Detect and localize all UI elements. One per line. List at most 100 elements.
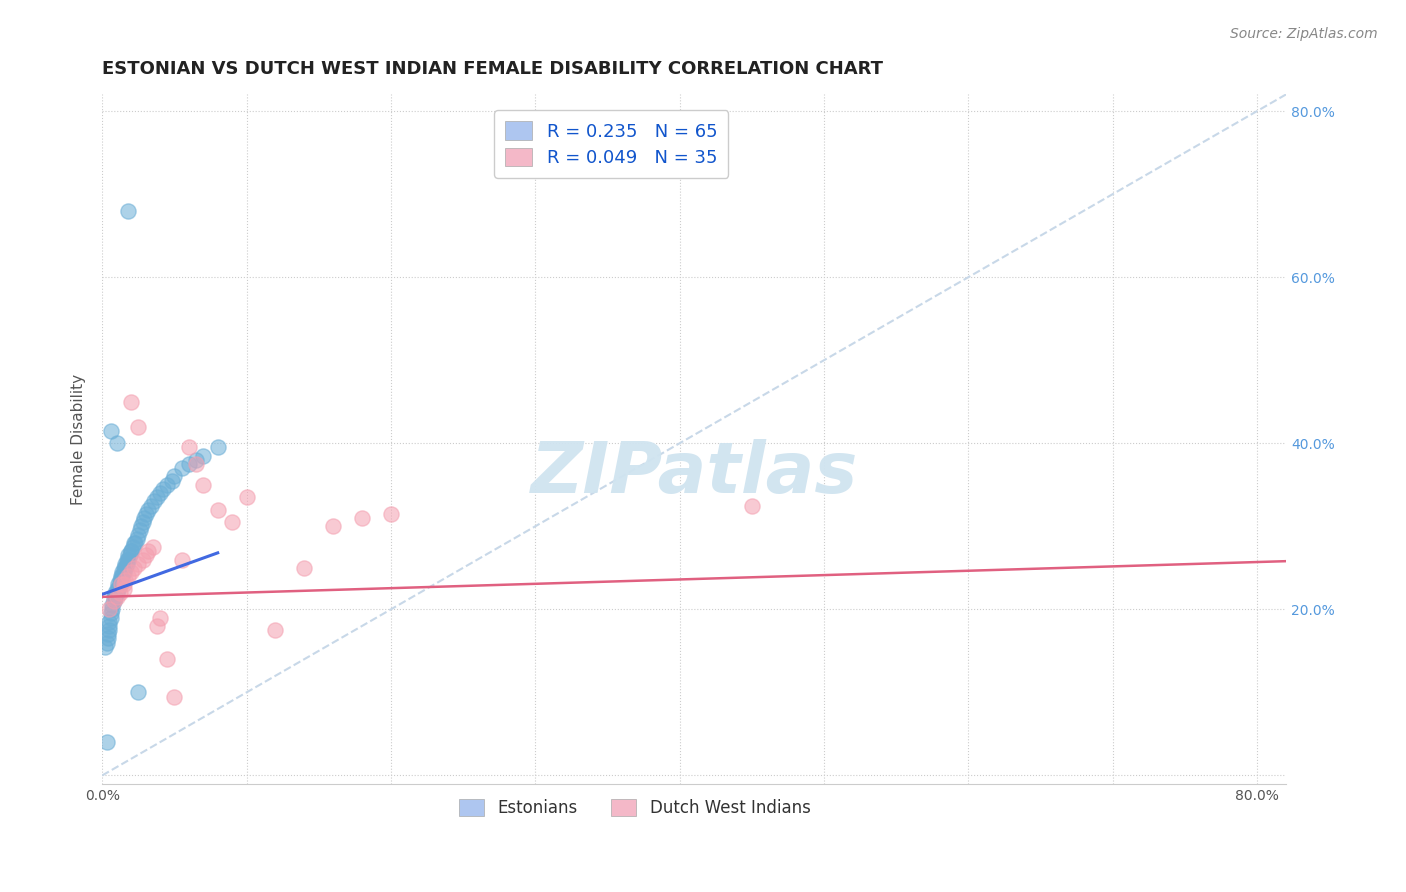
Point xyxy=(741,499,763,513)
Point xyxy=(112,565,135,579)
Point xyxy=(120,394,142,409)
Point xyxy=(117,549,139,563)
Point xyxy=(97,627,120,641)
Point xyxy=(114,574,136,588)
Point xyxy=(118,549,141,563)
Point xyxy=(112,577,135,591)
Point xyxy=(104,585,127,599)
Point xyxy=(103,590,125,604)
Text: Source: ZipAtlas.com: Source: ZipAtlas.com xyxy=(1230,27,1378,41)
Point xyxy=(143,494,166,508)
Point xyxy=(235,490,257,504)
Point xyxy=(135,507,157,521)
Point xyxy=(115,557,138,571)
Point xyxy=(163,469,186,483)
Point xyxy=(101,598,124,612)
Point xyxy=(112,561,135,575)
Point xyxy=(138,502,160,516)
Point xyxy=(264,623,287,637)
Point xyxy=(207,441,229,455)
Point xyxy=(125,532,148,546)
Point xyxy=(100,607,122,621)
Point xyxy=(149,610,172,624)
Legend: Estonians, Dutch West Indians: Estonians, Dutch West Indians xyxy=(453,792,817,823)
Point xyxy=(110,577,132,591)
Point xyxy=(121,540,143,554)
Point xyxy=(122,561,145,575)
Point xyxy=(156,652,179,666)
Point xyxy=(122,536,145,550)
Point xyxy=(105,590,128,604)
Point xyxy=(131,515,153,529)
Point xyxy=(100,610,122,624)
Point xyxy=(108,574,131,588)
Point xyxy=(108,577,131,591)
Point xyxy=(117,203,139,218)
Point xyxy=(108,585,131,599)
Point xyxy=(98,615,121,629)
Point xyxy=(128,524,150,538)
Point xyxy=(127,527,149,541)
Point xyxy=(146,619,169,633)
Point xyxy=(193,477,215,491)
Point xyxy=(107,577,129,591)
Point xyxy=(142,540,165,554)
Point xyxy=(115,552,138,566)
Point xyxy=(117,569,139,583)
Point xyxy=(104,590,127,604)
Point xyxy=(107,582,129,596)
Point xyxy=(170,461,193,475)
Point xyxy=(149,486,172,500)
Point xyxy=(96,635,118,649)
Point xyxy=(221,515,243,529)
Point xyxy=(156,477,179,491)
Point xyxy=(120,544,142,558)
Point xyxy=(322,519,344,533)
Point xyxy=(152,482,174,496)
Point xyxy=(114,557,136,571)
Point xyxy=(177,441,200,455)
Point xyxy=(111,569,134,583)
Point xyxy=(352,511,374,525)
Point xyxy=(105,582,128,596)
Point xyxy=(120,565,142,579)
Point xyxy=(101,602,124,616)
Point xyxy=(105,436,128,450)
Point xyxy=(129,519,152,533)
Point xyxy=(292,561,315,575)
Point xyxy=(98,619,121,633)
Point xyxy=(110,574,132,588)
Point xyxy=(193,449,215,463)
Point xyxy=(380,507,402,521)
Y-axis label: Female Disability: Female Disability xyxy=(72,374,86,505)
Point xyxy=(110,569,132,583)
Point xyxy=(184,457,207,471)
Point xyxy=(146,490,169,504)
Point xyxy=(105,585,128,599)
Point xyxy=(127,419,149,434)
Point xyxy=(177,457,200,471)
Point xyxy=(127,557,149,571)
Point xyxy=(97,632,120,646)
Point xyxy=(131,552,153,566)
Point xyxy=(111,565,134,579)
Point xyxy=(103,594,125,608)
Point xyxy=(132,511,155,525)
Point xyxy=(100,424,122,438)
Point xyxy=(184,453,207,467)
Point xyxy=(124,536,146,550)
Point xyxy=(163,690,186,704)
Point xyxy=(127,685,149,699)
Point xyxy=(207,502,229,516)
Point xyxy=(120,544,142,558)
Point xyxy=(112,582,135,596)
Point xyxy=(170,552,193,566)
Point xyxy=(94,640,117,654)
Point xyxy=(96,735,118,749)
Point xyxy=(114,561,136,575)
Point xyxy=(103,594,125,608)
Point xyxy=(135,549,157,563)
Point xyxy=(117,552,139,566)
Point xyxy=(98,602,121,616)
Point xyxy=(141,499,163,513)
